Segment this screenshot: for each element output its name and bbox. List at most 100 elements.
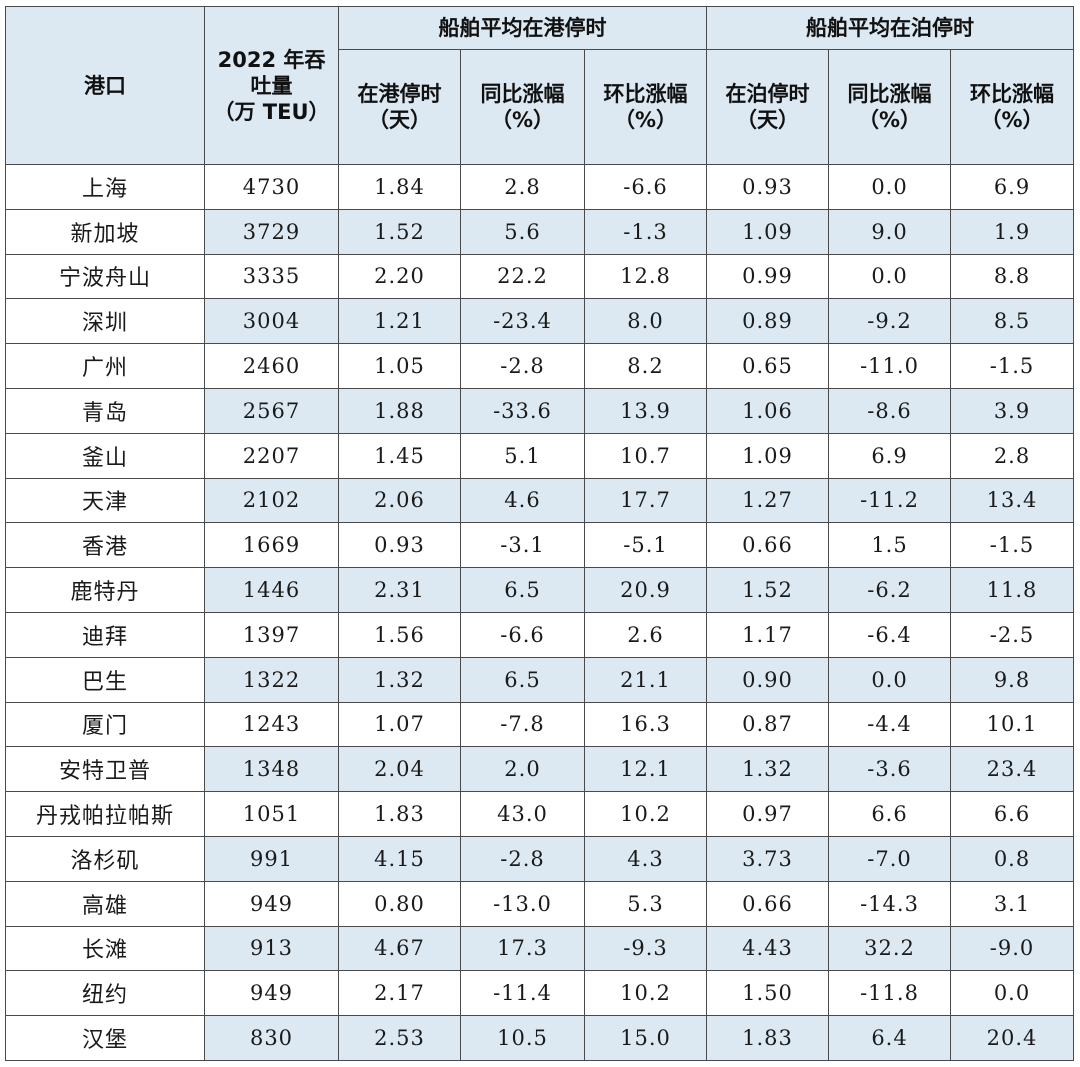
port-yoy-cell: -33.6: [460, 387, 585, 434]
berth-mom-cell: -9.0: [950, 925, 1075, 972]
port-yoy-cell: 17.3: [460, 925, 585, 972]
berth-days-cell: 1.52: [706, 567, 830, 613]
berth-days-cell: 0.65: [706, 343, 830, 389]
berth-yoy-cell: 6.9: [828, 432, 952, 479]
port-mom-cell: -6.6: [583, 164, 708, 210]
throughput-cell: 1348: [204, 746, 339, 793]
table-header: 港口 2022 年吞 吐量 （万 TEU） 船舶平均在港停时 船舶平均在泊停时 …: [5, 6, 1075, 165]
port-days-cell: 2.53: [338, 1015, 461, 1061]
table-row: 釜山 2207 1.45 5.1 10.7 1.09 6.9 2.8: [5, 432, 1075, 479]
table-row: 天津 2102 2.06 4.6 17.7 1.27 -11.2 13.4: [5, 477, 1075, 524]
berth-mom-cell: 6.6: [950, 791, 1075, 837]
port-yoy-cell: 43.0: [460, 791, 585, 837]
throughput-cell: 2102: [204, 477, 339, 524]
header-port-time-line2: （天）: [368, 108, 431, 132]
port-mom-cell: 10.7: [583, 432, 708, 479]
port-mom-cell: 21.1: [583, 656, 708, 703]
table-row: 宁波舟山 3335 2.20 22.2 12.8 0.99 0.0 8.8: [5, 253, 1075, 300]
berth-days-cell: 0.90: [706, 656, 830, 703]
header-port-yoy-line2: （%）: [490, 108, 555, 132]
berth-days-cell: 3.73: [706, 835, 830, 882]
berth-days-cell: 1.06: [706, 387, 830, 434]
header-berth-mom-line2: （%）: [980, 108, 1044, 132]
port-yoy-cell: -23.4: [460, 298, 585, 345]
port-days-cell: 2.06: [338, 477, 461, 524]
port-yoy-cell: 2.0: [460, 746, 585, 793]
port-days-cell: 1.88: [338, 387, 461, 434]
throughput-cell: 3335: [204, 253, 339, 300]
port-mom-cell: -9.3: [583, 925, 708, 972]
berth-mom-cell: -1.5: [950, 343, 1075, 389]
header-port-yoy: 同比涨幅 （%）: [460, 49, 585, 165]
berth-days-cell: 1.27: [706, 477, 830, 524]
port-mom-cell: 20.9: [583, 567, 708, 613]
berth-days-cell: 0.87: [706, 701, 830, 748]
table-body: 上海 4730 1.84 2.8 -6.6 0.93 0.0 6.9 新加坡 3729 1.52 5.…: [5, 164, 1075, 1061]
port-cell: 汉堡: [5, 1015, 205, 1061]
berth-days-cell: 4.43: [706, 925, 830, 972]
port-days-cell: 2.20: [338, 253, 461, 300]
header-port-mom-line2: （%）: [613, 108, 678, 132]
berth-days-cell: 0.97: [706, 791, 830, 837]
table-row: 迪拜 1397 1.56 -6.6 2.6 1.17 -6.4 -2.5: [5, 611, 1075, 658]
berth-yoy-cell: 0.0: [828, 164, 952, 210]
port-mom-cell: 5.3: [583, 880, 708, 927]
berth-yoy-cell: 6.6: [828, 791, 952, 837]
header-berth-yoy-line2: （%）: [857, 108, 922, 132]
port-yoy-cell: 22.2: [460, 253, 585, 300]
port-days-cell: 1.84: [338, 164, 461, 210]
table-row: 广州 2460 1.05 -2.8 8.2 0.65 -11.0 -1.5: [5, 343, 1075, 389]
throughput-cell: 1322: [204, 656, 339, 703]
berth-days-cell: 1.17: [706, 611, 830, 658]
berth-yoy-cell: -11.8: [828, 970, 952, 1017]
port-mom-cell: 8.2: [583, 343, 708, 389]
port-mom-cell: 10.2: [583, 970, 708, 1017]
berth-yoy-cell: -4.4: [828, 701, 952, 748]
berth-days-cell: 0.99: [706, 253, 830, 300]
berth-yoy-cell: 32.2: [828, 925, 952, 972]
berth-mom-cell: 13.4: [950, 477, 1075, 524]
port-days-cell: 2.17: [338, 970, 461, 1017]
berth-mom-cell: 3.9: [950, 387, 1075, 434]
berth-days-cell: 1.32: [706, 746, 830, 793]
port-cell: 高雄: [5, 880, 205, 927]
port-mom-cell: 15.0: [583, 1015, 708, 1061]
port-days-cell: 0.80: [338, 880, 461, 927]
header-berth-yoy-line1: 同比涨幅: [847, 82, 932, 106]
port-cell: 长滩: [5, 925, 205, 972]
berth-days-cell: 1.09: [706, 208, 830, 255]
header-berth-time: 在泊停时 （天）: [706, 49, 830, 165]
berth-yoy-cell: -14.3: [828, 880, 952, 927]
port-yoy-cell: -2.8: [460, 835, 585, 882]
berth-mom-cell: 3.1: [950, 880, 1075, 927]
port-cell: 釜山: [5, 432, 205, 479]
port-yoy-cell: 2.8: [460, 164, 585, 210]
port-cell: 迪拜: [5, 611, 205, 658]
berth-mom-cell: 9.8: [950, 656, 1075, 703]
berth-mom-cell: 10.1: [950, 701, 1075, 748]
berth-mom-cell: 20.4: [950, 1015, 1075, 1061]
berth-yoy-cell: 0.0: [828, 656, 952, 703]
header-berth-time-line2: （天）: [736, 108, 800, 132]
port-yoy-cell: -13.0: [460, 880, 585, 927]
berth-days-cell: 0.66: [706, 880, 830, 927]
header-berth-yoy: 同比涨幅 （%）: [828, 49, 952, 165]
port-yoy-cell: -6.6: [460, 611, 585, 658]
berth-yoy-cell: -7.0: [828, 835, 952, 882]
port-days-cell: 4.15: [338, 835, 461, 882]
port-days-cell: 1.56: [338, 611, 461, 658]
port-mom-cell: 12.8: [583, 253, 708, 300]
port-mom-cell: 17.7: [583, 477, 708, 524]
table-row: 纽约 949 2.17 -11.4 10.2 1.50 -11.8 0.0: [5, 970, 1075, 1017]
port-cell: 天津: [5, 477, 205, 524]
berth-mom-cell: 0.0: [950, 970, 1075, 1017]
port-cell: 鹿特丹: [5, 567, 205, 613]
header-berth-mom: 环比涨幅 （%）: [950, 49, 1075, 165]
table-row: 厦门 1243 1.07 -7.8 16.3 0.87 -4.4 10.1: [5, 701, 1075, 748]
throughput-cell: 913: [204, 925, 339, 972]
berth-days-cell: 0.89: [706, 298, 830, 345]
berth-yoy-cell: -11.2: [828, 477, 952, 524]
port-cell: 深圳: [5, 298, 205, 345]
port-cell: 纽约: [5, 970, 205, 1017]
berth-mom-cell: 6.9: [950, 164, 1075, 210]
